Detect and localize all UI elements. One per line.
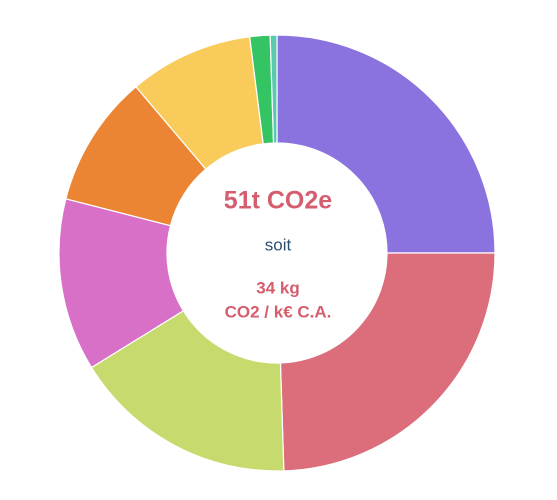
center-connector: soit [265, 235, 292, 254]
center-line: 34 kg [256, 278, 299, 297]
center-title: 51t CO2e [224, 187, 332, 215]
slice [279, 252, 496, 472]
donut [58, 34, 496, 472]
slice [276, 34, 496, 254]
slice [269, 34, 278, 144]
center-line: CO2 / k€ C.A. [225, 302, 332, 321]
slice [90, 309, 285, 472]
